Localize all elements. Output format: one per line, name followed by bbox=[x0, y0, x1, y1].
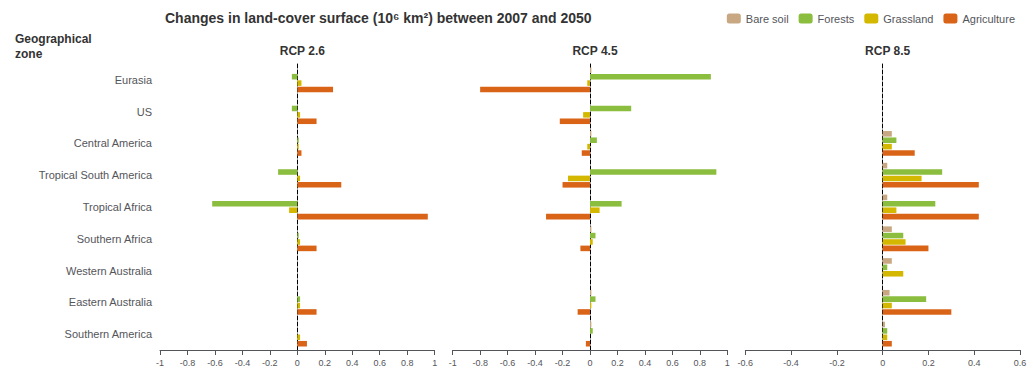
svg-text:0.6: 0.6 bbox=[373, 358, 386, 368]
svg-text:-0.6: -0.6 bbox=[500, 358, 516, 368]
svg-text:-0.2: -0.2 bbox=[262, 358, 278, 368]
svg-text:-0.4: -0.4 bbox=[235, 358, 251, 368]
svg-text:0.2: 0.2 bbox=[319, 358, 332, 368]
svg-text:0.2: 0.2 bbox=[611, 358, 624, 368]
svg-text:Geographical: Geographical bbox=[15, 32, 92, 46]
svg-text:RCP 8.5: RCP 8.5 bbox=[865, 44, 910, 58]
svg-text:Agriculture: Agriculture bbox=[962, 13, 1015, 25]
svg-text:-0.6: -0.6 bbox=[207, 358, 223, 368]
svg-text:0.4: 0.4 bbox=[968, 358, 981, 368]
svg-text:Southern America: Southern America bbox=[65, 328, 153, 340]
svg-text:-0.8: -0.8 bbox=[180, 358, 196, 368]
svg-text:Bare soil: Bare soil bbox=[746, 13, 789, 25]
svg-text:0: 0 bbox=[587, 358, 592, 368]
svg-text:Western Australia: Western Australia bbox=[66, 265, 153, 277]
svg-text:1: 1 bbox=[432, 358, 437, 368]
svg-text:-0.2: -0.2 bbox=[555, 358, 571, 368]
svg-text:Southern Africa: Southern Africa bbox=[77, 233, 153, 245]
svg-text:0: 0 bbox=[295, 358, 300, 368]
svg-text:Forests: Forests bbox=[818, 13, 855, 25]
svg-text:Grassland: Grassland bbox=[883, 13, 933, 25]
svg-text:-0.4: -0.4 bbox=[783, 358, 799, 368]
svg-text:Eastern Australia: Eastern Australia bbox=[69, 296, 153, 308]
svg-text:-0.8: -0.8 bbox=[472, 358, 488, 368]
svg-text:-0.2: -0.2 bbox=[829, 358, 845, 368]
svg-text:1: 1 bbox=[725, 358, 730, 368]
svg-text:-1: -1 bbox=[449, 358, 457, 368]
svg-text:-0.6: -0.6 bbox=[738, 358, 754, 368]
svg-text:0.2: 0.2 bbox=[922, 358, 935, 368]
svg-text:0.6: 0.6 bbox=[1014, 358, 1027, 368]
svg-text:-1: -1 bbox=[156, 358, 164, 368]
svg-text:0.8: 0.8 bbox=[401, 358, 414, 368]
svg-text:US: US bbox=[137, 106, 152, 118]
svg-text:Changes in land-cover surface: Changes in land-cover surface (10⁶ km²) … bbox=[165, 10, 592, 26]
svg-text:Tropical South America: Tropical South America bbox=[39, 169, 153, 181]
svg-text:0.4: 0.4 bbox=[639, 358, 652, 368]
svg-text:Central America: Central America bbox=[74, 137, 153, 149]
svg-text:0.8: 0.8 bbox=[694, 358, 707, 368]
svg-text:Tropical Africa: Tropical Africa bbox=[83, 201, 153, 213]
svg-text:RCP 4.5: RCP 4.5 bbox=[572, 44, 617, 58]
svg-text:-0.4: -0.4 bbox=[527, 358, 543, 368]
svg-text:0: 0 bbox=[880, 358, 885, 368]
svg-text:zone: zone bbox=[15, 47, 43, 61]
svg-text:0.6: 0.6 bbox=[666, 358, 679, 368]
svg-text:Eurasia: Eurasia bbox=[115, 74, 153, 86]
svg-text:RCP 2.6: RCP 2.6 bbox=[280, 44, 325, 58]
svg-text:0.4: 0.4 bbox=[346, 358, 359, 368]
